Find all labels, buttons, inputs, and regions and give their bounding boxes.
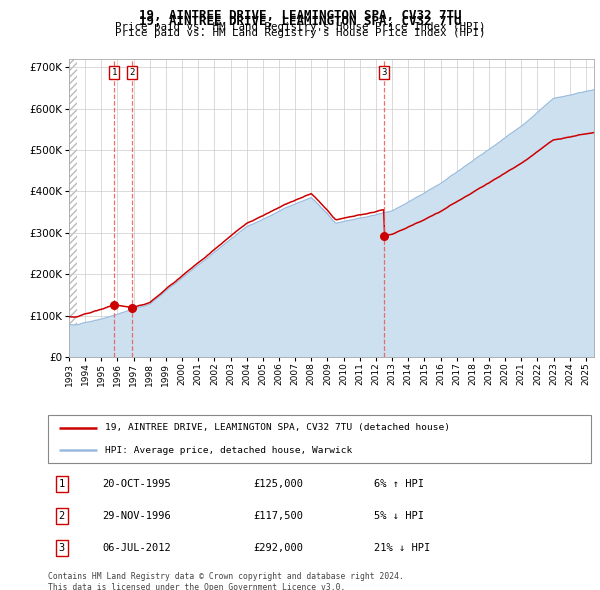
Text: £292,000: £292,000 — [253, 543, 303, 553]
Text: 19, AINTREE DRIVE, LEAMINGTON SPA, CV32 7TU: 19, AINTREE DRIVE, LEAMINGTON SPA, CV32 … — [139, 15, 461, 28]
Text: 1: 1 — [58, 479, 65, 489]
Text: 1: 1 — [112, 68, 117, 77]
Text: 21% ↓ HPI: 21% ↓ HPI — [374, 543, 430, 553]
Text: 19, AINTREE DRIVE, LEAMINGTON SPA, CV32 7TU (detached house): 19, AINTREE DRIVE, LEAMINGTON SPA, CV32 … — [105, 424, 450, 432]
Text: £117,500: £117,500 — [253, 512, 303, 521]
Text: 19, AINTREE DRIVE, LEAMINGTON SPA, CV32 7TU: 19, AINTREE DRIVE, LEAMINGTON SPA, CV32 … — [139, 9, 461, 22]
Text: 06-JUL-2012: 06-JUL-2012 — [103, 543, 171, 553]
Text: Contains HM Land Registry data © Crown copyright and database right 2024.: Contains HM Land Registry data © Crown c… — [48, 572, 404, 581]
Text: Price paid vs. HM Land Registry's House Price Index (HPI): Price paid vs. HM Land Registry's House … — [115, 22, 485, 32]
FancyBboxPatch shape — [48, 415, 591, 463]
Text: This data is licensed under the Open Government Licence v3.0.: This data is licensed under the Open Gov… — [48, 583, 346, 590]
Text: HPI: Average price, detached house, Warwick: HPI: Average price, detached house, Warw… — [105, 445, 352, 454]
Text: 3: 3 — [382, 68, 387, 77]
Text: Price paid vs. HM Land Registry's House Price Index (HPI): Price paid vs. HM Land Registry's House … — [115, 28, 485, 38]
Text: 2: 2 — [58, 512, 65, 521]
Text: £125,000: £125,000 — [253, 479, 303, 489]
Text: 5% ↓ HPI: 5% ↓ HPI — [374, 512, 424, 521]
Text: 29-NOV-1996: 29-NOV-1996 — [103, 512, 171, 521]
Text: 2: 2 — [130, 68, 135, 77]
Text: 3: 3 — [58, 543, 65, 553]
Text: 6% ↑ HPI: 6% ↑ HPI — [374, 479, 424, 489]
Text: 20-OCT-1995: 20-OCT-1995 — [103, 479, 171, 489]
